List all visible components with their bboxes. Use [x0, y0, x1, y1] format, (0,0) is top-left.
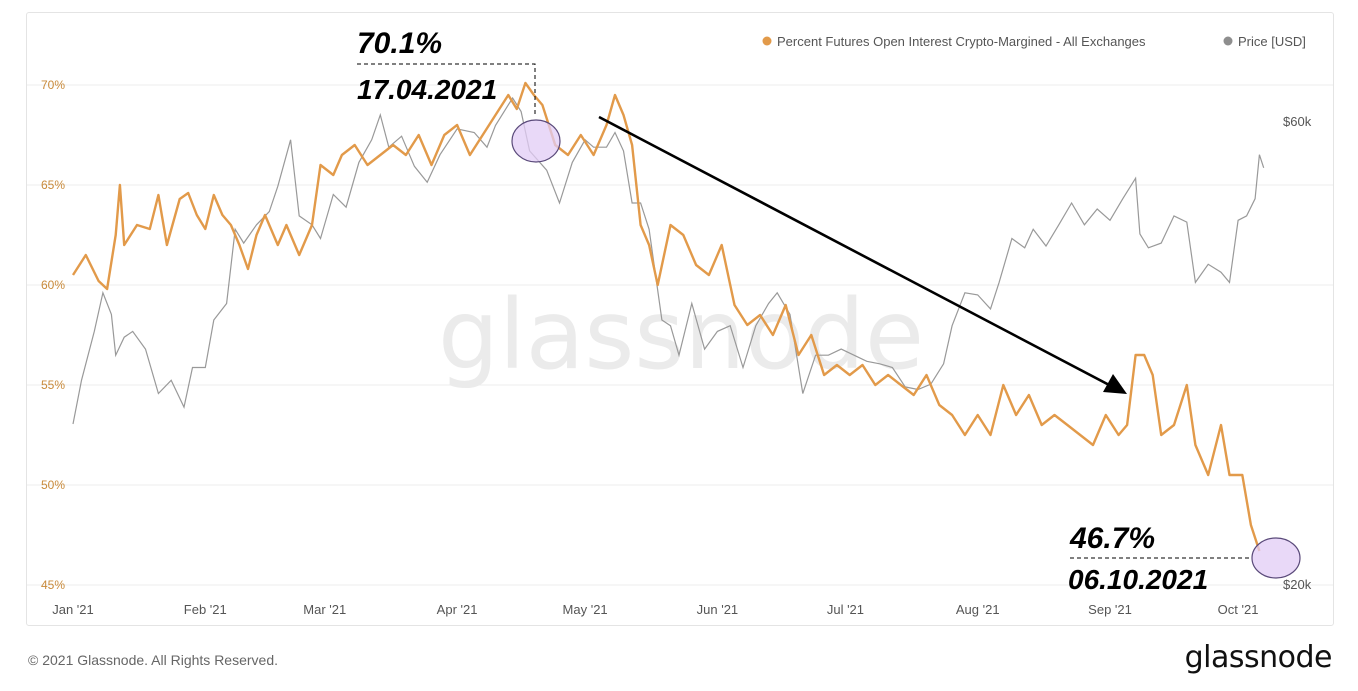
- end-annotation: 46.7% 06.10.2021: [1068, 522, 1301, 595]
- axis-layer: 45% 50% 55% 60% 65% 70% $20k $60k Jan '21 Feb '21…: [41, 78, 1312, 617]
- x-tick-label: Aug '21: [956, 602, 1000, 617]
- x-tick-label: Jul '21: [827, 602, 864, 617]
- trend-arrow-head: [1103, 374, 1127, 394]
- y-left-tick-label: 70%: [41, 78, 65, 92]
- peak-highlight-circle: [511, 119, 561, 163]
- peak-leader-line: [357, 63, 536, 117]
- x-tick-label: Feb '21: [184, 602, 227, 617]
- peak-date-label: 17.04.2021: [357, 74, 497, 105]
- trend-arrow: [598, 115, 1127, 394]
- series-layer: [71, 81, 1265, 552]
- legend-price-marker: [1223, 36, 1233, 46]
- chart-svg: glassnode 45% 50% 55% 60% 65% 70% $20k $60k Jan …: [27, 27, 1333, 617]
- legend-price-label: Price [USD]: [1238, 34, 1306, 49]
- end-highlight-circle: [1251, 537, 1301, 579]
- legend: Percent Futures Open Interest Crypto-Mar…: [762, 34, 1306, 49]
- legend-pct-marker: [762, 36, 772, 46]
- y-right-tick-label: $60k: [1283, 114, 1312, 129]
- pct-series-line: [71, 81, 1261, 552]
- x-tick-label: May '21: [563, 602, 608, 617]
- end-value-label: 46.7%: [1069, 522, 1155, 555]
- legend-pct-label: Percent Futures Open Interest Crypto-Mar…: [777, 34, 1146, 49]
- grid-layer: [27, 84, 1333, 586]
- x-tick-label: Jan '21: [52, 602, 94, 617]
- footer-copyright: © 2021 Glassnode. All Rights Reserved.: [28, 652, 279, 668]
- price-series-line: [72, 96, 1265, 425]
- y-left-tick-label: 45%: [41, 578, 65, 592]
- x-tick-label: Apr '21: [437, 602, 478, 617]
- x-tick-label: Oct '21: [1218, 602, 1259, 617]
- y-left-tick-label: 55%: [41, 378, 65, 392]
- y-left-tick-label: 60%: [41, 278, 65, 292]
- peak-annotation: 70.1% 17.04.2021: [357, 27, 561, 163]
- x-tick-label: Jun '21: [697, 602, 739, 617]
- y-right-tick-label: $20k: [1283, 577, 1312, 592]
- end-date-label: 06.10.2021: [1068, 564, 1208, 595]
- y-left-tick-label: 65%: [41, 178, 65, 192]
- y-left-tick-label: 50%: [41, 478, 65, 492]
- x-tick-label: Mar '21: [303, 602, 346, 617]
- footer-logo: glassnode: [1184, 640, 1333, 675]
- chart-frame: glassnode 45% 50% 55% 60% 65% 70% $20k $60k Jan …: [26, 12, 1334, 626]
- trend-arrow-line: [598, 115, 1114, 389]
- x-tick-label: Sep '21: [1088, 602, 1132, 617]
- peak-value-label: 70.1%: [357, 27, 442, 60]
- watermark: glassnode: [438, 279, 924, 391]
